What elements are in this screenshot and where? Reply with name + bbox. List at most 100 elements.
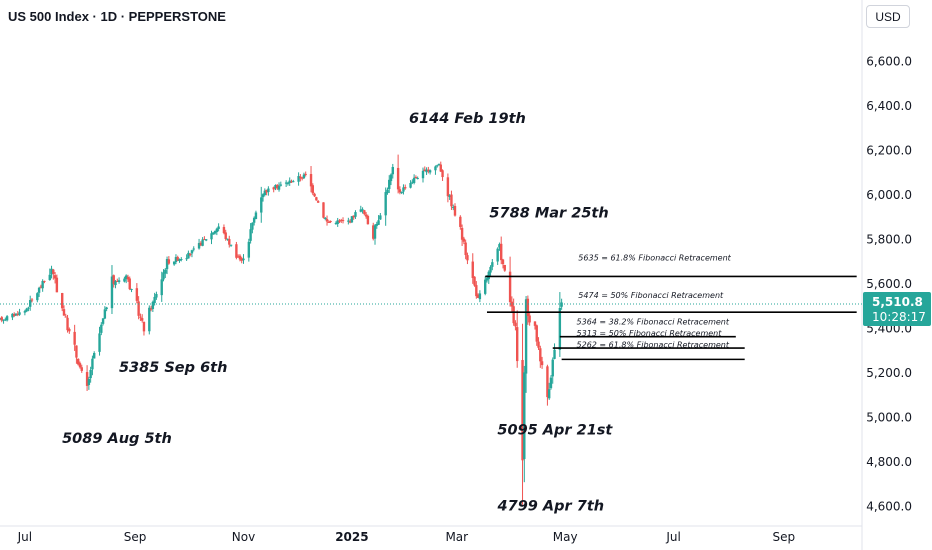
candle-body [485, 278, 489, 281]
candle-body [5, 316, 9, 321]
candle-body [149, 308, 153, 310]
candle-body [411, 181, 414, 183]
candle-body [190, 250, 194, 254]
candle-body [402, 187, 405, 192]
candle-body [521, 359, 524, 461]
candle-body [164, 269, 167, 274]
candle-body [487, 271, 490, 280]
candle-body [66, 317, 69, 331]
candle-body [55, 277, 59, 293]
candle-body [462, 238, 466, 242]
candle-body [252, 217, 256, 223]
candle-body [359, 209, 362, 212]
candle-body [110, 276, 114, 309]
candle-body [23, 311, 27, 313]
candle-body [476, 295, 480, 298]
candle-body [14, 313, 18, 316]
candle-body [316, 201, 320, 203]
candle-body [389, 174, 393, 182]
candle-body [501, 259, 505, 265]
candle-body [61, 293, 64, 309]
candle-body [299, 176, 302, 179]
candle-body [261, 194, 265, 198]
candle-body [13, 314, 16, 316]
candle-body [274, 185, 277, 189]
candle-body [178, 259, 181, 261]
candle-body [558, 307, 562, 350]
candle-body [39, 286, 43, 288]
candle-body [311, 185, 315, 194]
candle-body [185, 258, 188, 260]
candle-body [228, 239, 231, 245]
candle-body [491, 262, 494, 267]
candle-body [364, 214, 368, 217]
candle-body [192, 248, 195, 250]
candle-body [101, 318, 105, 324]
currency-button[interactable]: USD [866, 5, 910, 28]
candle-body [77, 358, 80, 365]
candle-body [236, 256, 240, 258]
candle-body [276, 184, 279, 189]
x-tick-label: Mar [445, 530, 468, 544]
candle-body [91, 358, 94, 370]
candle-body [460, 227, 464, 240]
candle-body [516, 327, 519, 362]
candle-body [37, 287, 41, 293]
candle-body [27, 307, 30, 309]
candle-body [453, 205, 457, 216]
candle-body [4, 319, 7, 321]
candle-body [377, 220, 380, 225]
y-tick-label: 6,400.0 [866, 99, 912, 113]
candle-body [427, 169, 430, 172]
candle-body [85, 372, 89, 386]
fib-level-label: 5262 = 61.8% Fibonacci Retracement [577, 340, 730, 349]
x-tick-label: 2025 [335, 530, 368, 544]
candle-body [535, 325, 538, 342]
candle-body [80, 367, 83, 371]
candle-body [551, 359, 554, 377]
candle-body [352, 215, 355, 218]
candle-body [340, 219, 343, 221]
candle-body [324, 217, 327, 219]
candle-body [388, 179, 391, 190]
candle-body [135, 288, 139, 301]
candle-body [288, 180, 291, 184]
candle-body [336, 220, 339, 225]
fib-level-label: 5635 = 61.8% Fibonacci Retracement [578, 253, 731, 262]
candle-body [366, 215, 370, 225]
candle-body [379, 215, 382, 220]
candle-body [116, 280, 119, 282]
candle-body [68, 328, 71, 332]
candle-body [375, 223, 378, 226]
y-tick-label: 5,800.0 [866, 233, 912, 247]
candle-body [450, 194, 453, 207]
candle-body [528, 315, 531, 323]
countdown-label: 10:28:17 [872, 310, 926, 324]
candle-body [409, 182, 412, 188]
candle-body [549, 377, 553, 389]
candle-body [302, 174, 306, 179]
candle-body [197, 243, 201, 249]
candle-body [475, 285, 478, 297]
candle-body [2, 319, 5, 321]
candle-body [78, 363, 82, 368]
candle-body [279, 184, 283, 186]
candle-body [489, 266, 492, 273]
candle-body [128, 278, 131, 290]
fib-level-label: 5474 = 50% Fibonacci Retracement [578, 291, 724, 300]
candle-body [510, 301, 514, 307]
swing-annotation: 5788 Mar 25th [489, 205, 608, 221]
candle-body [199, 242, 203, 246]
candle-body [100, 324, 103, 333]
candle-body [434, 166, 437, 171]
candle-body [416, 178, 419, 180]
candle-body [204, 239, 208, 241]
candle-body [174, 257, 178, 262]
swing-annotation: 5089 Aug 5th [62, 431, 172, 447]
candle-body [354, 212, 357, 217]
swing-annotation: 5095 Apr 21st [497, 423, 613, 439]
candle-body [217, 226, 220, 229]
swing-annotation: 6144 Feb 19th [409, 111, 526, 127]
